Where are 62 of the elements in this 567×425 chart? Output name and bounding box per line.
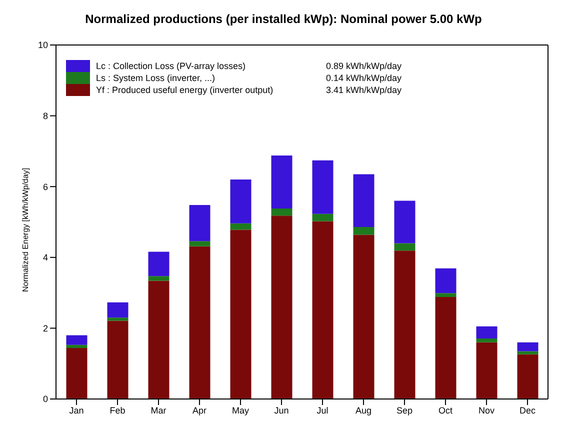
x-tick-label: Sep [396,405,413,416]
bar [312,160,334,214]
bar [189,246,210,399]
x-tick-label: Jul [316,405,328,416]
x-tick-label: Oct [438,405,453,416]
bar [394,250,416,399]
bar [271,216,292,399]
bar [353,174,374,227]
annotation: 3.41 kWh/kWp/day [326,84,402,96]
bar [476,338,498,342]
bar [312,221,334,399]
bar [517,354,538,399]
bar [476,342,498,399]
x-tick-label: Jan [69,405,84,416]
chart-title: Normalized productions (per installed kWp): Nominal power 5.00 kWp [84,11,483,28]
bar [394,200,416,244]
y-tick-label: 10 [38,40,48,50]
bar [107,318,128,321]
bar [312,214,334,222]
bar [517,351,538,354]
annotation: 0.14 kWh/kWp/day [326,72,402,84]
bar [230,180,252,224]
legend-label: Yf : Produced useful energy (inverter output) [96,84,274,96]
bar [394,243,416,251]
bar [66,335,88,345]
bar [435,297,456,399]
x-tick-label: Mar [150,405,166,416]
bar [107,320,128,399]
bar [66,344,88,348]
y-tick-label: 0 [42,394,48,404]
legend-label: Ls : System Loss (inverter, ...) [96,72,216,84]
y-axis-title: Normalized Energy [kWh/kWp/day] [20,168,30,292]
annotation: 0.89 kWh/kWp/day [326,60,402,72]
bar [189,241,210,246]
bar [230,230,252,399]
bar [271,208,292,216]
x-tick-label: May [232,405,250,416]
bar [189,205,210,242]
bar [435,293,456,298]
x-tick-label: Feb [110,405,126,416]
bar [148,280,170,399]
bar [107,302,128,318]
y-tick-label: 4 [42,252,48,263]
y-tick-label: 6 [42,182,48,192]
bar [517,342,538,352]
x-tick-label: Aug [355,405,372,416]
x-tick-label: Dec [519,405,536,416]
bar [353,226,374,235]
x-tick-label: Jun [274,405,289,416]
bar [66,348,88,399]
bar [148,252,170,276]
bar [353,234,374,399]
y-tick-label: 8 [42,110,48,121]
bar [271,155,292,209]
bar [230,223,252,230]
bar [148,276,170,281]
bar [476,326,498,338]
x-tick-label: Nov [478,405,495,416]
bar [435,268,456,294]
y-tick-label: 2 [42,323,48,334]
legend-label: Lc : Collection Loss (PV-array losses) [96,60,247,72]
x-tick-label: Apr [192,405,207,416]
